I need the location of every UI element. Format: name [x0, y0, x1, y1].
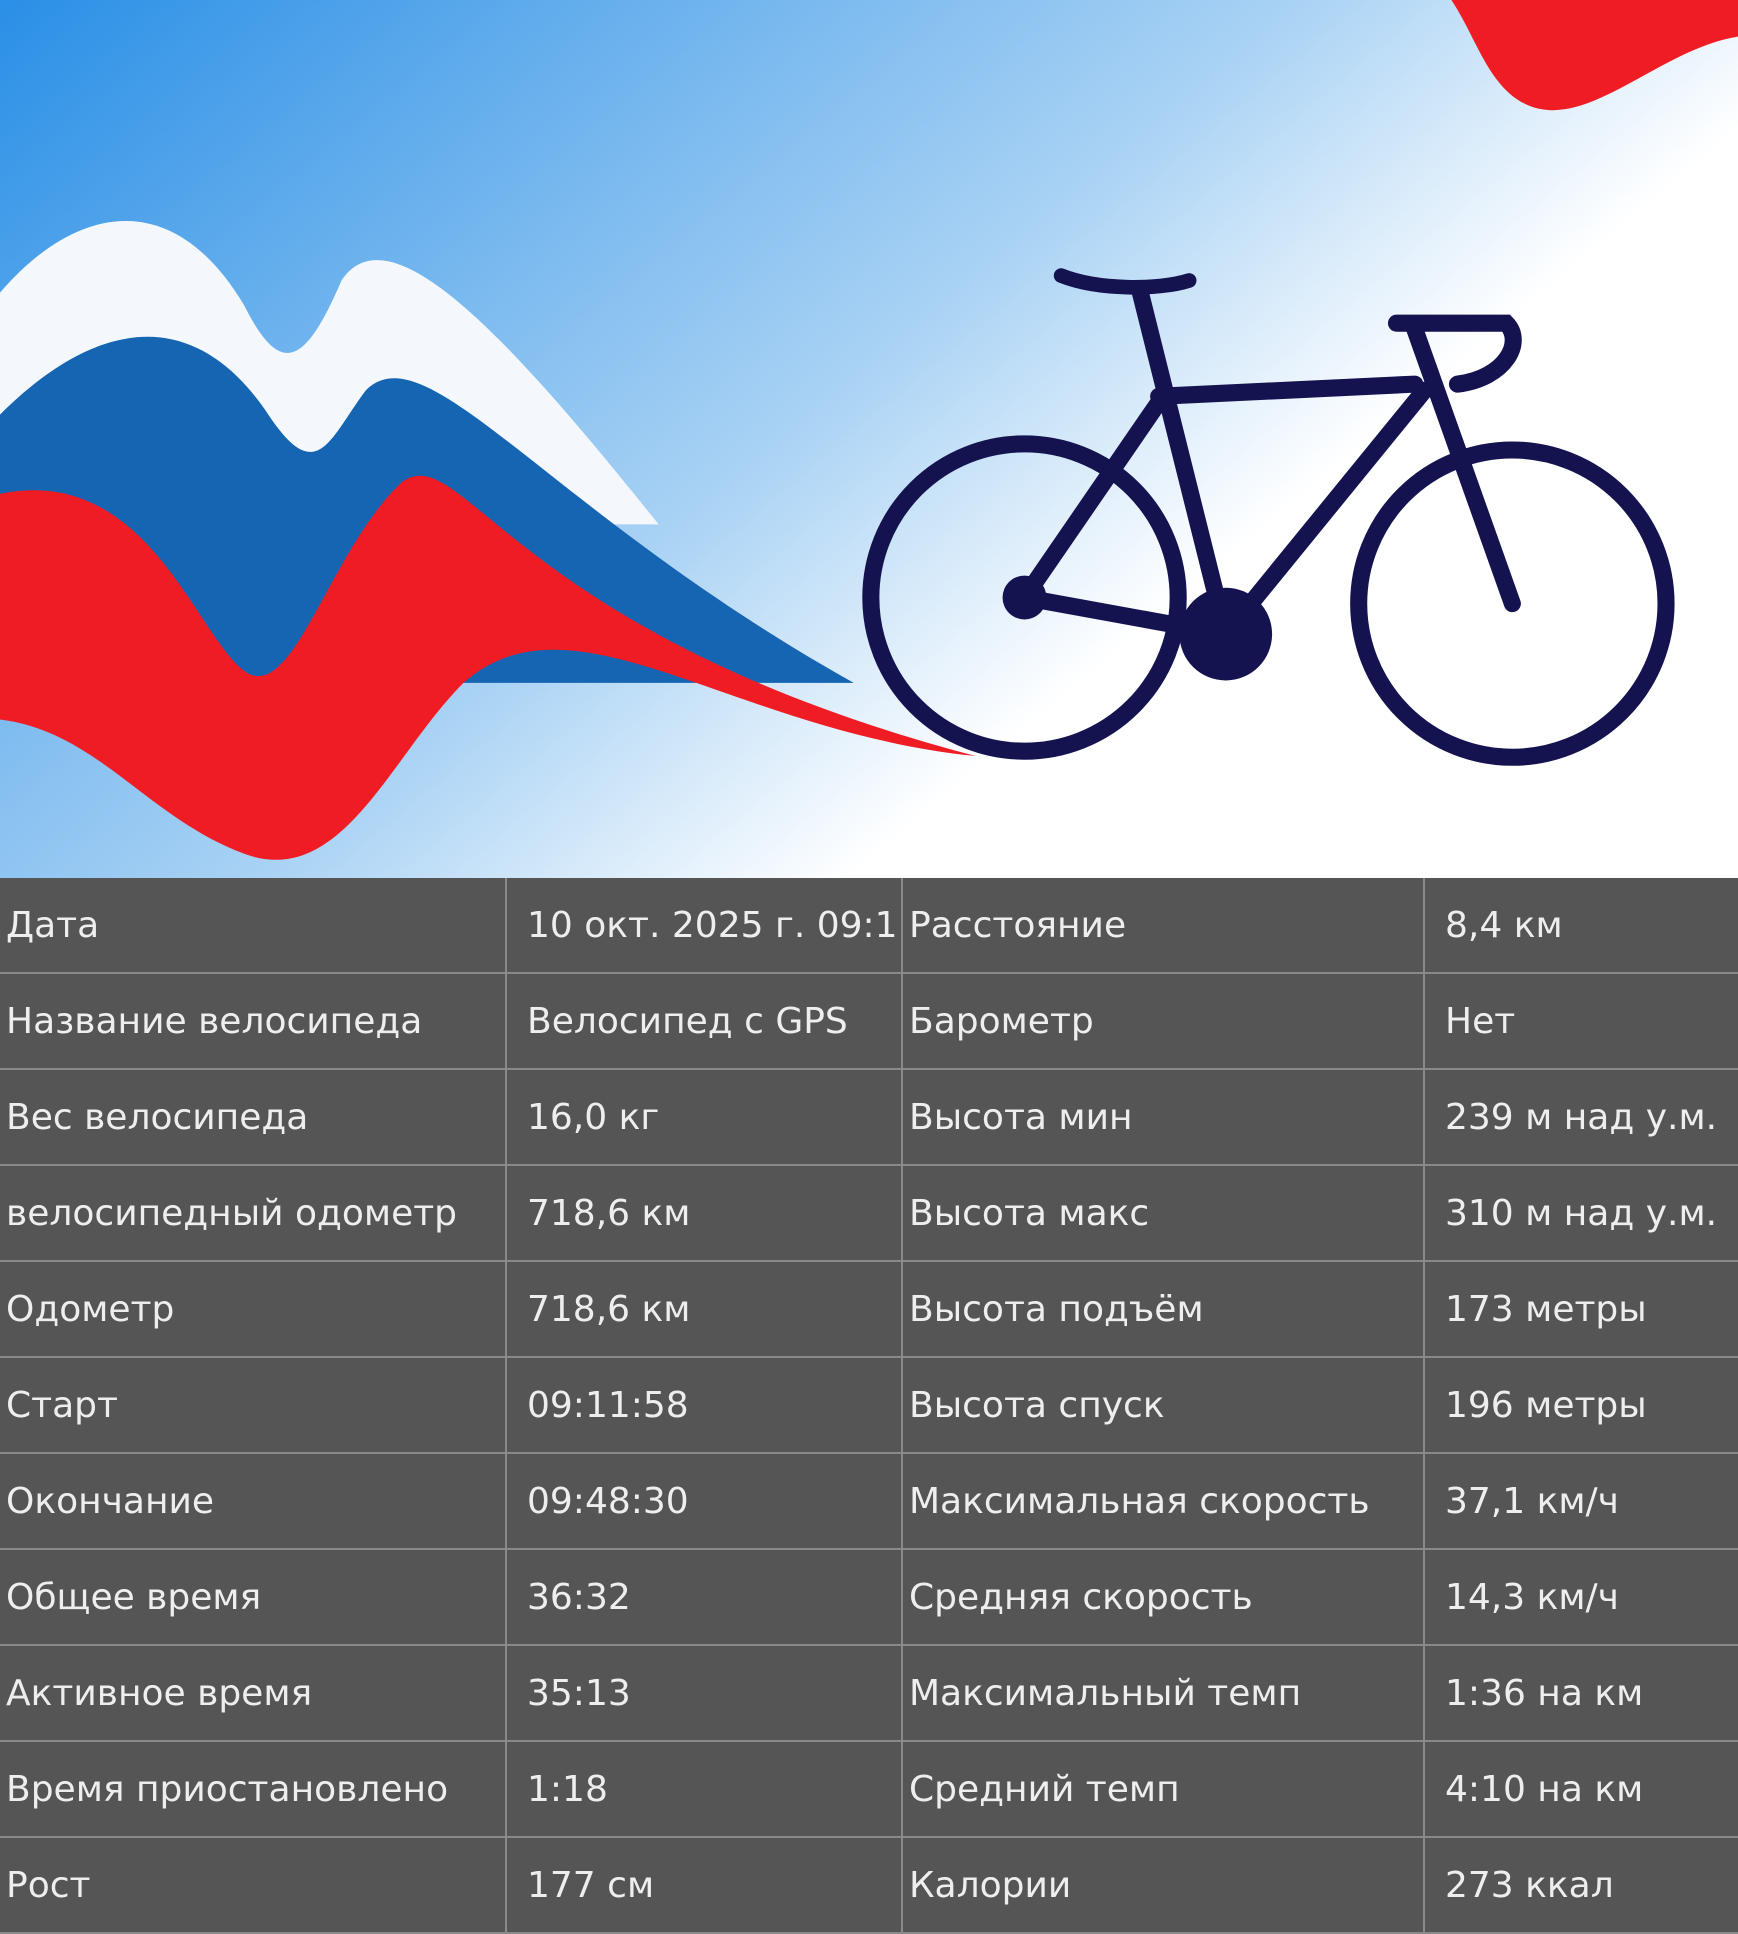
stats-row: Высота макс 310 м над у.м.	[903, 1164, 1738, 1262]
stat-label: Высота подъём	[903, 1260, 1425, 1358]
stats-row: Одометр 718,6 км	[0, 1260, 903, 1358]
stats-row: Время приостановлено 1:18	[0, 1740, 903, 1838]
stats-tables: Дата 10 окт. 2025 г. 09:11 Название велоси…	[0, 878, 1738, 1934]
stat-label: Высота макс	[903, 1164, 1425, 1262]
stats-row: велосипедный одометр 718,6 км	[0, 1164, 903, 1262]
stats-row: Название велосипеда Велосипед с GPS	[0, 972, 903, 1070]
stats-row: Максимальная скорость 37,1 км/ч	[903, 1452, 1738, 1550]
stat-label: Активное время	[0, 1644, 507, 1742]
stats-row: Активное время 35:13	[0, 1644, 903, 1742]
stat-label: Средняя скорость	[903, 1548, 1425, 1646]
stat-label: Средний темп	[903, 1740, 1425, 1838]
stats-row: Калории 273 ккал	[903, 1836, 1738, 1934]
stat-value: 8,4 км	[1423, 878, 1738, 974]
stat-value: 177 см	[505, 1836, 903, 1934]
stat-value: 14,3 км/ч	[1423, 1548, 1738, 1646]
stat-label: Старт	[0, 1356, 507, 1454]
stats-row: Высота спуск 196 метры	[903, 1356, 1738, 1454]
stats-table-left: Дата 10 окт. 2025 г. 09:11 Название велоси…	[0, 878, 903, 1934]
stats-row: Расстояние 8,4 км	[903, 878, 1738, 974]
stat-label: велосипедный одометр	[0, 1164, 507, 1262]
stats-row: Высота мин 239 м над у.м.	[903, 1068, 1738, 1166]
stat-value: 718,6 км	[505, 1260, 903, 1358]
stat-label: Расстояние	[903, 878, 1425, 974]
stat-value: 239 м над у.м.	[1423, 1068, 1738, 1166]
stats-row: Окончание 09:48:30	[0, 1452, 903, 1550]
stat-label: Одометр	[0, 1260, 507, 1358]
stat-value: 1:18	[505, 1740, 903, 1838]
stat-label: Высота мин	[903, 1068, 1425, 1166]
stats-row: Средняя скорость 14,3 км/ч	[903, 1548, 1738, 1646]
banner-illustration	[0, 0, 1738, 878]
stats-row: Максимальный темп 1:36 на км	[903, 1644, 1738, 1742]
stat-value: 36:32	[505, 1548, 903, 1646]
stat-value: 09:48:30	[505, 1452, 903, 1550]
stat-label: Вес велосипеда	[0, 1068, 507, 1166]
stat-label: Общее время	[0, 1548, 507, 1646]
stat-value: 196 метры	[1423, 1356, 1738, 1454]
stats-row: Средний темп 4:10 на км	[903, 1740, 1738, 1838]
stat-value: 35:13	[505, 1644, 903, 1742]
stat-value: Велосипед с GPS	[505, 972, 903, 1070]
stat-label: Рост	[0, 1836, 507, 1934]
stat-value: 718,6 км	[505, 1164, 903, 1262]
stat-value: 16,0 кг	[505, 1068, 903, 1166]
stat-label: Калории	[903, 1836, 1425, 1934]
stat-label: Максимальная скорость	[903, 1452, 1425, 1550]
stat-value: 4:10 на км	[1423, 1740, 1738, 1838]
stats-row: Барометр Нет	[903, 972, 1738, 1070]
stat-label: Дата	[0, 878, 507, 974]
stats-table-right: Расстояние 8,4 км Барометр Нет Высота мин 239…	[903, 878, 1738, 1934]
stat-label: Высота спуск	[903, 1356, 1425, 1454]
stat-value: 10 окт. 2025 г. 09:11	[505, 878, 903, 974]
stats-row: Дата 10 окт. 2025 г. 09:11	[0, 878, 903, 974]
stat-value: 1:36 на км	[1423, 1644, 1738, 1742]
stat-label: Название велосипеда	[0, 972, 507, 1070]
stats-row: Вес велосипеда 16,0 кг	[0, 1068, 903, 1166]
stat-value: Нет	[1423, 972, 1738, 1070]
stat-value: 273 ккал	[1423, 1836, 1738, 1934]
stat-label: Окончание	[0, 1452, 507, 1550]
stat-label: Максимальный темп	[903, 1644, 1425, 1742]
stat-value: 173 метры	[1423, 1260, 1738, 1358]
stat-label: Барометр	[903, 972, 1425, 1070]
stats-row: Общее время 36:32	[0, 1548, 903, 1646]
stat-label: Время приостановлено	[0, 1740, 507, 1838]
stats-row: Рост 177 см	[0, 1836, 903, 1934]
stat-value: 310 м над у.м.	[1423, 1164, 1738, 1262]
stat-value: 37,1 км/ч	[1423, 1452, 1738, 1550]
stat-value: 09:11:58	[505, 1356, 903, 1454]
stats-row: Высота подъём 173 метры	[903, 1260, 1738, 1358]
stats-row: Старт 09:11:58	[0, 1356, 903, 1454]
